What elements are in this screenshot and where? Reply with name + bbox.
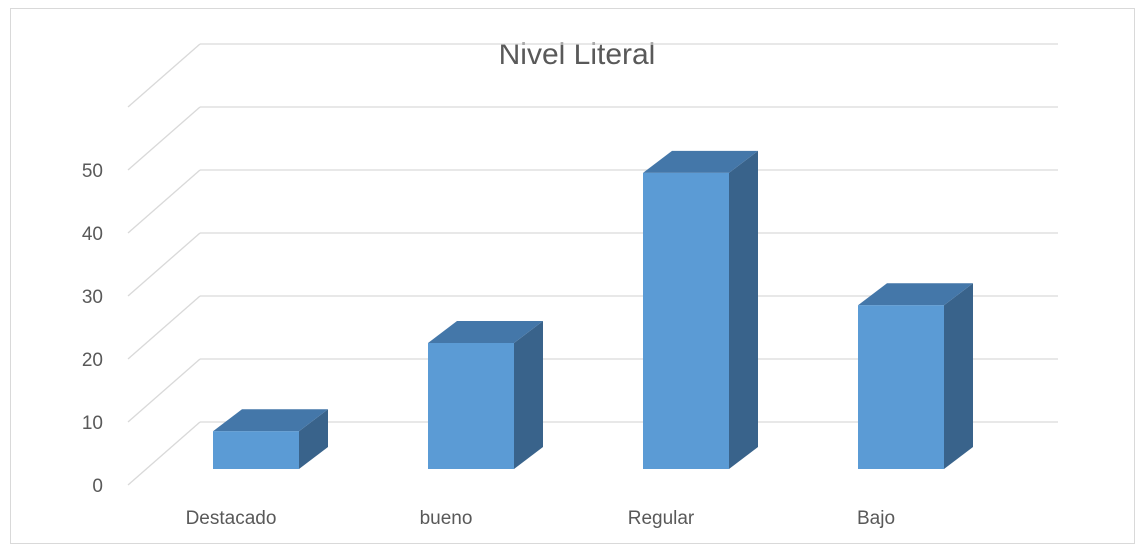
bar-top-face	[428, 321, 543, 343]
bar-front-face	[213, 431, 299, 469]
bar-destacado	[213, 409, 328, 469]
bar-front-face	[428, 343, 514, 469]
gridline-diagonal	[127, 169, 201, 234]
bars-layer	[213, 150, 973, 469]
bar-side-face	[729, 150, 758, 469]
bar-front-face	[858, 305, 944, 469]
chart-title: Nivel Literal	[499, 38, 656, 71]
bar-bueno	[428, 321, 543, 469]
gridline-diagonal	[127, 295, 201, 360]
gridline-diagonal	[127, 232, 201, 297]
x-axis-categories: Destacado bueno Regular Bajo	[186, 508, 895, 529]
bar-bajo	[858, 283, 973, 469]
y-tick-label: 10	[82, 413, 103, 434]
y-tick-label: 30	[82, 287, 103, 308]
y-tick-label: 0	[92, 476, 103, 497]
bar-side-face	[944, 283, 973, 469]
category-label: bueno	[420, 508, 473, 529]
y-axis-ticks: 0 10 20 30 40 50	[82, 161, 103, 497]
bar-front-face	[643, 172, 729, 469]
bar-side-face	[299, 409, 328, 469]
y-tick-label: 50	[82, 161, 103, 182]
bar-top-face	[643, 150, 758, 173]
gridline-diagonal	[127, 421, 201, 486]
y-tick-label: 20	[82, 350, 103, 371]
category-label: Destacado	[186, 508, 277, 529]
gridline-diagonal	[127, 358, 201, 423]
bar-side-face	[514, 321, 543, 469]
gridline-diagonal	[127, 43, 201, 108]
bar-top-face	[213, 409, 328, 432]
category-label: Regular	[628, 508, 695, 529]
y-tick-label: 40	[82, 224, 103, 245]
category-label: Bajo	[857, 508, 895, 529]
bar-regular	[643, 150, 758, 469]
bar-top-face	[858, 283, 973, 306]
gridline-diagonal	[127, 106, 201, 171]
